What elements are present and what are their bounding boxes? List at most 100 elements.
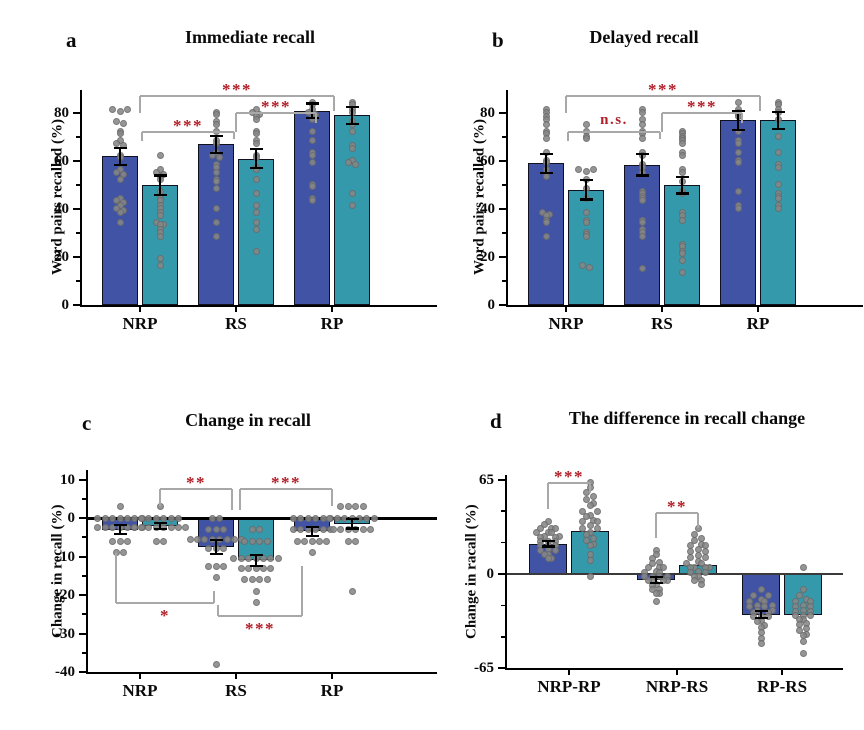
significance-bracket: [589, 482, 591, 493]
data-point: [160, 537, 168, 545]
data-point: [212, 574, 220, 582]
error-bar: [214, 539, 218, 554]
zero-line: [507, 573, 843, 575]
panel-a-title: Immediate recall: [184, 27, 316, 47]
data-point: [795, 626, 803, 634]
data-point: [352, 502, 360, 510]
y-minor-tick: [82, 536, 86, 539]
data-point: [230, 554, 238, 562]
panel-b: b Delayed recall Word pairs recalled (%)…: [432, 0, 864, 365]
significance-bracket: [235, 113, 237, 133]
data-point: [701, 568, 709, 576]
panel-b-title: Delayed recall: [589, 27, 699, 47]
significance-label: **: [667, 497, 687, 517]
data-point: [799, 649, 807, 657]
error-bar-cap: [113, 523, 127, 527]
data-point: [348, 587, 356, 595]
data-point: [219, 545, 227, 553]
data-point: [579, 507, 587, 515]
y-tick: [79, 594, 86, 596]
significance-bracket: [331, 489, 333, 507]
y-minor-tick: [501, 510, 505, 512]
data-point: [216, 514, 224, 522]
significance-bracket: [236, 112, 316, 114]
data-point: [757, 639, 765, 647]
y-axis: [86, 470, 88, 674]
data-point: [241, 576, 249, 584]
data-point: [267, 554, 275, 562]
significance-bracket: [140, 95, 334, 98]
significance-label: ***: [687, 97, 717, 116]
data-point: [297, 514, 305, 522]
panel-b-plot-area: 0 20 40 60 80 NRP RS RP *** *** n.s.: [432, 0, 864, 365]
data-point: [201, 535, 209, 543]
bar-RP-blue-bars: [720, 120, 756, 305]
data-point: [582, 496, 590, 503]
significance-bracket: [661, 113, 663, 133]
data-point: [659, 577, 667, 585]
data-point: [542, 233, 550, 241]
data-point: [542, 120, 550, 128]
data-point: [109, 514, 117, 522]
data-point: [319, 526, 327, 534]
data-point: [582, 134, 590, 142]
significance-bracket: [548, 481, 590, 484]
data-point: [344, 537, 352, 545]
data-point: [304, 514, 312, 522]
significance-bracket: [142, 131, 234, 134]
y-tick: [79, 517, 86, 519]
significance-bracket: [239, 489, 241, 511]
data-point: [678, 250, 686, 258]
data-point: [586, 542, 594, 550]
data-point: [537, 525, 545, 532]
data-point: [252, 139, 260, 147]
y-tick-label: 0: [61, 297, 70, 313]
significance-bracket: [759, 96, 761, 111]
data-point: [542, 173, 550, 181]
error-bar-cap: [635, 174, 649, 177]
y-tick: [79, 555, 86, 558]
significance-label: ***: [222, 80, 252, 100]
data-point: [301, 537, 309, 545]
data-point: [212, 110, 220, 118]
data-point: [589, 166, 597, 174]
data-point: [582, 168, 590, 176]
data-point: [259, 564, 267, 572]
error-bar-cap: [635, 152, 649, 155]
data-point: [348, 190, 356, 198]
data-point: [112, 118, 120, 126]
y-minor-tick: [82, 651, 86, 654]
x-category-label: NRP-RS: [645, 677, 709, 696]
significance-label: ***: [648, 80, 678, 100]
data-point: [344, 502, 352, 510]
data-point: [116, 502, 124, 510]
x-tick: [757, 307, 759, 312]
error-bar-cap: [209, 538, 223, 542]
y-tick-label: 40: [480, 201, 495, 217]
error-bar-cap: [345, 518, 359, 521]
significance-bracket: [301, 566, 303, 617]
significance-label: ***: [271, 473, 301, 493]
significance-bracket: [141, 132, 143, 141]
data-point: [290, 526, 297, 534]
y-minor-tick: [82, 613, 86, 616]
y-tick-label: 65: [479, 471, 494, 488]
data-point: [167, 514, 175, 522]
data-point: [678, 269, 686, 277]
error-bar-cap: [153, 527, 167, 530]
data-point: [252, 218, 260, 226]
data-point: [252, 190, 260, 198]
error-bar: [254, 554, 258, 567]
data-point: [582, 233, 590, 241]
data-point: [237, 554, 245, 562]
y-minor-tick: [502, 280, 506, 282]
y-tick-label: -65: [474, 660, 494, 677]
significance-bracket: [231, 489, 233, 511]
data-point: [701, 554, 709, 561]
significance-bracket: [655, 513, 657, 538]
data-point: [582, 209, 590, 217]
data-point: [774, 194, 782, 202]
data-point: [586, 501, 594, 509]
error-bar-cap: [305, 116, 319, 119]
data-point: [252, 130, 260, 138]
